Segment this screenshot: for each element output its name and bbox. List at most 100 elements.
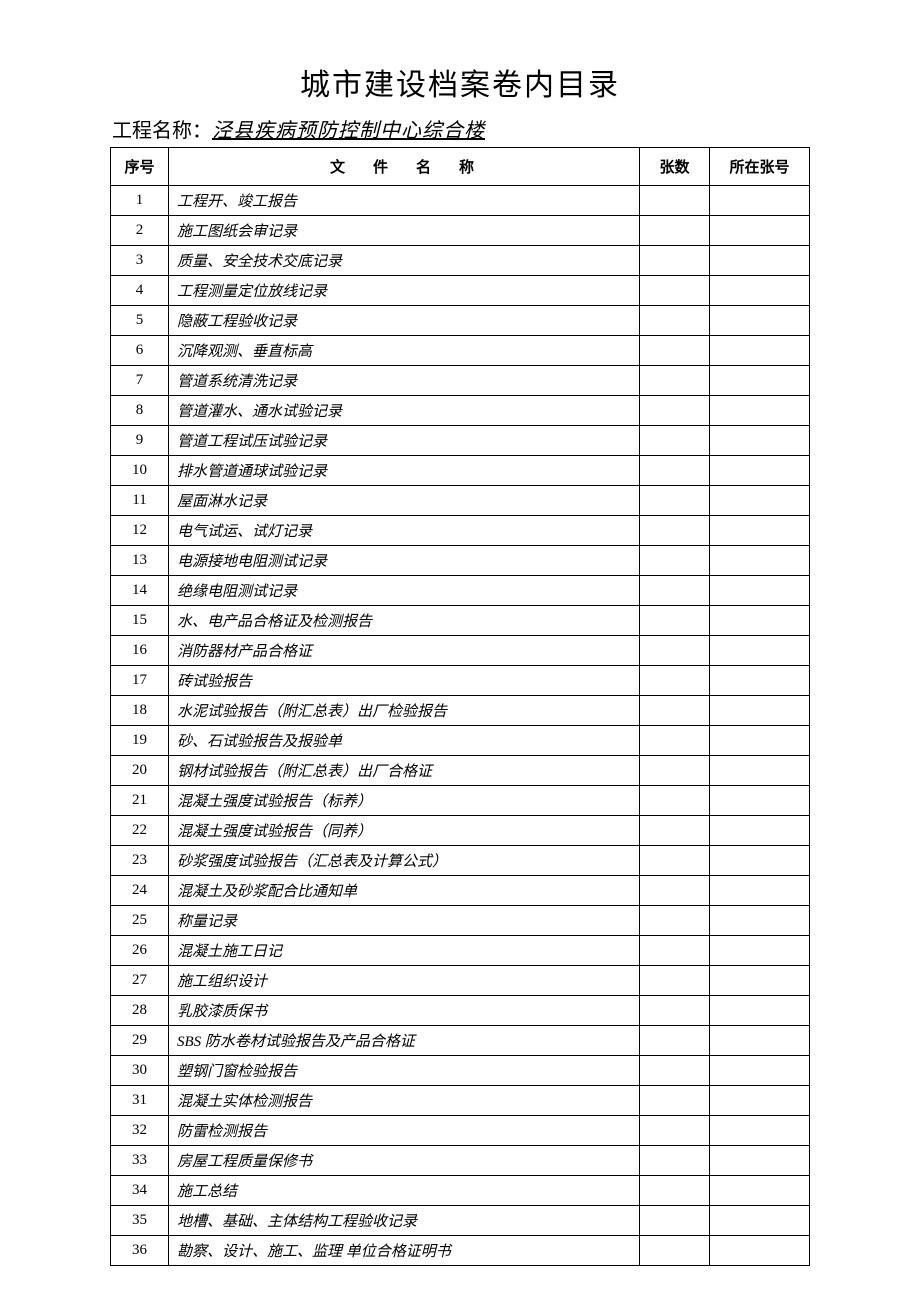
cell-pageno — [710, 936, 810, 966]
table-row: 31混凝土实体检测报告 — [111, 1086, 810, 1116]
cell-pageno — [710, 186, 810, 216]
cell-pageno — [710, 966, 810, 996]
cell-pageno — [710, 576, 810, 606]
cell-pageno — [710, 366, 810, 396]
cell-seq: 26 — [111, 936, 169, 966]
cell-pages — [640, 996, 710, 1026]
cell-pages — [640, 396, 710, 426]
cell-name: 施工组织设计 — [169, 966, 640, 996]
table-row: 28乳胶漆质保书 — [111, 996, 810, 1026]
cell-seq: 10 — [111, 456, 169, 486]
project-value: 泾县疾病预防控制中心综合楼 — [212, 120, 485, 142]
cell-name: 混凝土及砂浆配合比通知单 — [169, 876, 640, 906]
cell-pageno — [710, 336, 810, 366]
cell-seq: 14 — [111, 576, 169, 606]
table-row: 20钢材试验报告（附汇总表）出厂合格证 — [111, 756, 810, 786]
cell-seq: 19 — [111, 726, 169, 756]
cell-seq: 27 — [111, 966, 169, 996]
cell-pages — [640, 786, 710, 816]
cell-seq: 23 — [111, 846, 169, 876]
cell-seq: 9 — [111, 426, 169, 456]
cell-pageno — [710, 426, 810, 456]
table-row: 2施工图纸会审记录 — [111, 216, 810, 246]
cell-pages — [640, 366, 710, 396]
cell-pageno — [710, 906, 810, 936]
cell-name: SBS 防水卷材试验报告及产品合格证 — [169, 1026, 640, 1056]
cell-pages — [640, 726, 710, 756]
cell-name: 混凝土实体检测报告 — [169, 1086, 640, 1116]
cell-name: 工程测量定位放线记录 — [169, 276, 640, 306]
cell-name: 勘察、设计、施工、监理 单位合格证明书 — [169, 1236, 640, 1266]
cell-name: 混凝土强度试验报告（同养） — [169, 816, 640, 846]
cell-pages — [640, 1206, 710, 1236]
cell-pageno — [710, 306, 810, 336]
cell-pageno — [710, 486, 810, 516]
cell-name: 施工总结 — [169, 1176, 640, 1206]
cell-name: 排水管道通球试验记录 — [169, 456, 640, 486]
cell-pageno — [710, 396, 810, 426]
cell-name: 砂浆强度试验报告（汇总表及计算公式） — [169, 846, 640, 876]
table-row: 30塑钢门窗检验报告 — [111, 1056, 810, 1086]
table-row: 35地槽、基础、主体结构工程验收记录 — [111, 1206, 810, 1236]
cell-seq: 18 — [111, 696, 169, 726]
table-row: 16消防器材产品合格证 — [111, 636, 810, 666]
cell-seq: 24 — [111, 876, 169, 906]
table-row: 33房屋工程质量保修书 — [111, 1146, 810, 1176]
cell-seq: 29 — [111, 1026, 169, 1056]
cell-pageno — [710, 846, 810, 876]
table-row: 11屋面淋水记录 — [111, 486, 810, 516]
cell-seq: 6 — [111, 336, 169, 366]
table-row: 29SBS 防水卷材试验报告及产品合格证 — [111, 1026, 810, 1056]
archive-table: 序号 文件名称 张数 所在张号 1工程开、竣工报告2施工图纸会审记录3质量、安全… — [110, 147, 810, 1266]
cell-pageno — [710, 816, 810, 846]
cell-pages — [640, 756, 710, 786]
cell-pageno — [710, 1146, 810, 1176]
cell-name: 电气试运、试灯记录 — [169, 516, 640, 546]
cell-pages — [640, 426, 710, 456]
table-row: 15水、电产品合格证及检测报告 — [111, 606, 810, 636]
cell-pageno — [710, 876, 810, 906]
cell-pageno — [710, 216, 810, 246]
cell-pages — [640, 666, 710, 696]
cell-name: 绝缘电阻测试记录 — [169, 576, 640, 606]
cell-name: 电源接地电阻测试记录 — [169, 546, 640, 576]
cell-name: 塑钢门窗检验报告 — [169, 1056, 640, 1086]
cell-pages — [640, 1176, 710, 1206]
table-row: 27施工组织设计 — [111, 966, 810, 996]
cell-seq: 11 — [111, 486, 169, 516]
cell-pages — [640, 1116, 710, 1146]
cell-seq: 32 — [111, 1116, 169, 1146]
cell-pages — [640, 606, 710, 636]
cell-seq: 28 — [111, 996, 169, 1026]
cell-pageno — [710, 636, 810, 666]
header-name: 文件名称 — [169, 148, 640, 186]
cell-name: 砖试验报告 — [169, 666, 640, 696]
header-seq: 序号 — [111, 148, 169, 186]
cell-pageno — [710, 756, 810, 786]
cell-name: 质量、安全技术交底记录 — [169, 246, 640, 276]
cell-name: 施工图纸会审记录 — [169, 216, 640, 246]
cell-seq: 35 — [111, 1206, 169, 1236]
cell-pageno — [710, 456, 810, 486]
cell-name: 隐蔽工程验收记录 — [169, 306, 640, 336]
table-row: 8管道灌水、通水试验记录 — [111, 396, 810, 426]
cell-pages — [640, 906, 710, 936]
cell-pages — [640, 696, 710, 726]
project-label: 工程名称： — [112, 120, 212, 142]
cell-name: 消防器材产品合格证 — [169, 636, 640, 666]
cell-seq: 2 — [111, 216, 169, 246]
cell-seq: 22 — [111, 816, 169, 846]
cell-pages — [640, 876, 710, 906]
cell-seq: 17 — [111, 666, 169, 696]
cell-seq: 36 — [111, 1236, 169, 1266]
cell-pageno — [710, 1086, 810, 1116]
cell-seq: 30 — [111, 1056, 169, 1086]
cell-seq: 5 — [111, 306, 169, 336]
cell-pageno — [710, 606, 810, 636]
cell-seq: 33 — [111, 1146, 169, 1176]
cell-name: 管道系统清洗记录 — [169, 366, 640, 396]
cell-name: 钢材试验报告（附汇总表）出厂合格证 — [169, 756, 640, 786]
table-row: 24混凝土及砂浆配合比通知单 — [111, 876, 810, 906]
cell-pages — [640, 216, 710, 246]
cell-pages — [640, 336, 710, 366]
